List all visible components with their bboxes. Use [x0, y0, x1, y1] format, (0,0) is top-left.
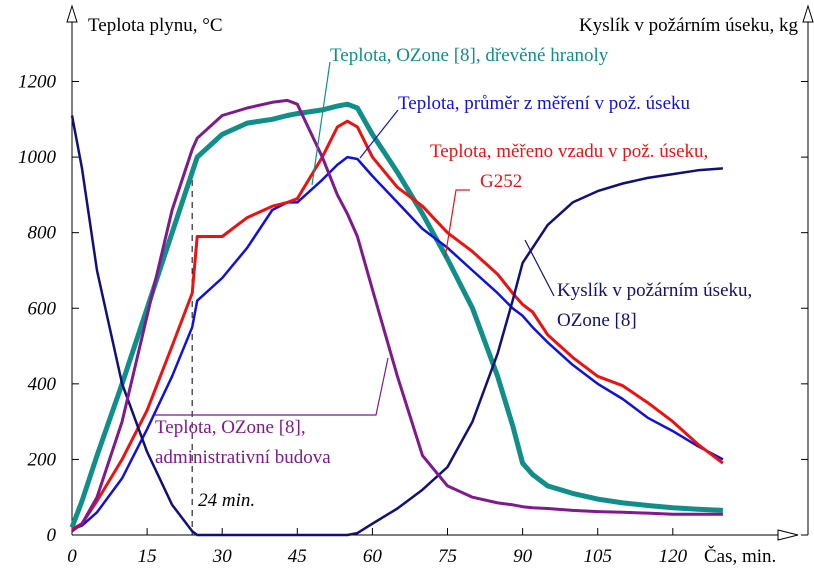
x-axis-label: Čas, min.	[704, 545, 776, 567]
x-arrow	[777, 529, 799, 541]
leader-line	[524, 239, 555, 297]
y-axis-label: Teplota plynu, °C	[88, 15, 223, 36]
annotation: 24 min.	[198, 490, 255, 511]
x-tick-label: 90	[513, 546, 533, 567]
series-line	[71, 155, 724, 531]
series-line	[69, 101, 724, 529]
series-label: Teplota, průměr z měření v pož. úseku	[398, 93, 691, 114]
y-tick-label: 800	[28, 223, 57, 244]
x-tick-label: 30	[212, 546, 233, 567]
x-tick-label: 15	[138, 546, 157, 567]
series-label: Kyslík v požárním úseku,	[557, 280, 752, 301]
series-line	[71, 98, 723, 533]
series-label: OZone [8]	[557, 310, 637, 331]
leader-line	[444, 189, 470, 259]
x-tick-label: 120	[659, 546, 688, 567]
series-line	[70, 115, 723, 537]
x-tick-label: 105	[583, 546, 612, 567]
x-tick-label: 0	[67, 546, 77, 567]
y-tick-label: 400	[28, 374, 57, 395]
y-arrow	[66, 4, 78, 23]
y2-arrow	[802, 4, 814, 23]
series-line	[71, 119, 724, 531]
leader-line	[155, 357, 389, 416]
y-tick-label: 200	[28, 449, 57, 470]
axes	[66, 4, 814, 541]
series-label: Teplota, OZone [8],	[155, 417, 306, 438]
leader-line	[359, 109, 399, 159]
y2-axis-label: Kyslík v požárním úseku, kg	[579, 15, 799, 36]
y-tick-label: 600	[28, 298, 57, 319]
series-label: Teplota, měřeno vzadu v pož. úseku,	[430, 141, 708, 162]
y-tick-label: 0	[47, 525, 57, 546]
leader-line	[311, 61, 331, 186]
series-label: G252	[480, 171, 522, 192]
x-tick-label: 45	[288, 546, 307, 567]
x-tick-label: 75	[438, 546, 457, 567]
series-label: administrativní budova	[155, 447, 331, 468]
y-tick-label: 1200	[18, 72, 57, 93]
y-tick-label: 1000	[18, 147, 57, 168]
x-tick-label: 60	[363, 546, 383, 567]
series-label: Teplota, OZone [8], dřevěné hranoly	[330, 45, 609, 66]
